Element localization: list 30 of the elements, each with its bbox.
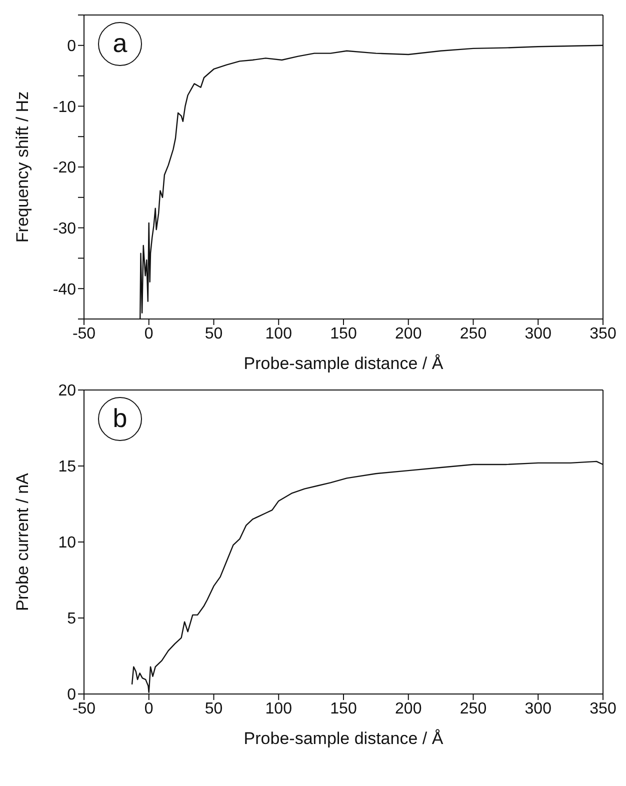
x-axis-title: Probe-sample distance / Å (244, 729, 444, 748)
x-tick-label: 0 (144, 325, 154, 342)
x-tick-label: 350 (590, 700, 616, 718)
y-tick-label: 5 (67, 610, 76, 628)
x-tick-label: 200 (395, 700, 422, 718)
x-tick-label: 100 (265, 700, 292, 718)
y-axis-title: Frequency shift / Hz (13, 91, 32, 243)
y-tick-label: 15 (58, 458, 76, 476)
x-tick-label: 300 (524, 325, 552, 342)
x-axis-title: Probe-sample distance / Å (244, 354, 444, 373)
x-tick-label: 100 (265, 325, 292, 342)
x-tick-label: 0 (144, 700, 154, 718)
x-tick-label: 150 (330, 325, 357, 342)
x-tick-label: 300 (524, 700, 552, 718)
y-tick-label: 10 (58, 534, 76, 552)
x-tick-label: 50 (204, 325, 223, 342)
y-tick-label: -30 (52, 220, 76, 238)
x-tick-label: -50 (72, 325, 96, 342)
y-tick-label: 0 (67, 38, 76, 56)
x-tick-label: 150 (330, 700, 357, 718)
y-axis-title: Probe current / nA (13, 472, 32, 611)
y-tick-label: -20 (52, 160, 76, 177)
x-tick-label: 50 (204, 700, 223, 718)
x-tick-label: 350 (590, 325, 616, 342)
y-tick-label: -10 (52, 98, 76, 116)
y-tick-label: -40 (52, 281, 76, 298)
x-tick-label: 200 (395, 325, 422, 342)
y-tick-label: 20 (58, 382, 76, 400)
x-tick-label: 250 (460, 325, 487, 342)
x-tick-label: 250 (460, 700, 487, 718)
